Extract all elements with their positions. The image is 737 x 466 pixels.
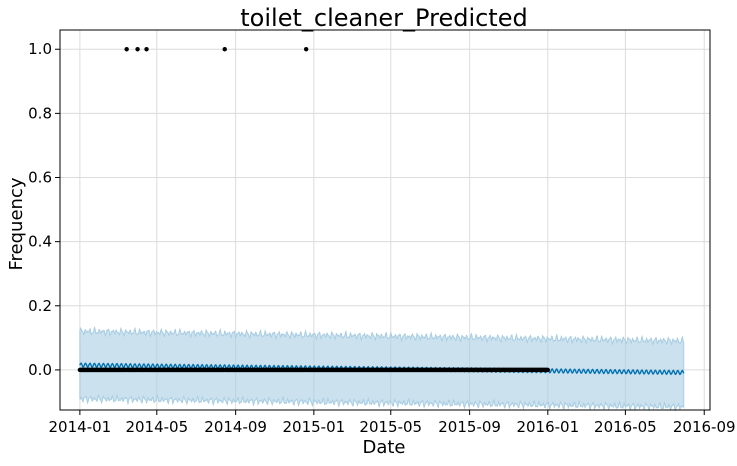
x-tick-label: 2016-01 bbox=[516, 418, 579, 436]
axis-ticks: 2014-01 2014-05 2014-09 2015-01 2015-05 2015-… bbox=[28, 40, 735, 436]
x-tick-label: 2014-05 bbox=[125, 418, 188, 436]
y-tick-label: 0.2 bbox=[28, 297, 52, 315]
observed-peak-point bbox=[144, 47, 149, 52]
y-tick-label: 0.0 bbox=[28, 361, 52, 379]
x-tick-label: 2014-09 bbox=[204, 418, 267, 436]
y-tick-label: 0.4 bbox=[28, 233, 52, 251]
observed-point bbox=[545, 367, 551, 373]
forecast-series bbox=[79, 362, 685, 376]
x-tick-label: 2014-01 bbox=[49, 418, 112, 436]
forecast-line bbox=[79, 362, 685, 376]
y-axis-label: Frequency bbox=[6, 177, 27, 270]
observed-peak-point bbox=[303, 47, 309, 52]
plot-area-frame bbox=[59, 29, 711, 411]
chart-title: toilet_cleaner_Predicted bbox=[240, 4, 527, 32]
y-tick-label: 1.0 bbox=[28, 40, 52, 58]
observed-points bbox=[77, 47, 551, 373]
x-axis-label: Date bbox=[362, 437, 405, 458]
observed-peak-point bbox=[124, 47, 129, 52]
x-tick-label: 2015-01 bbox=[283, 418, 346, 436]
y-tick-label: 0.6 bbox=[28, 169, 52, 187]
x-tick-label: 2015-05 bbox=[359, 418, 422, 436]
observed-peak-point bbox=[222, 47, 227, 52]
x-tick-label: 2016-09 bbox=[673, 418, 736, 436]
x-tick-label: 2015-09 bbox=[438, 418, 501, 436]
x-tick-label: 2016-05 bbox=[594, 418, 657, 436]
y-tick-label: 0.8 bbox=[28, 104, 52, 122]
observed-peak-point bbox=[135, 47, 140, 52]
